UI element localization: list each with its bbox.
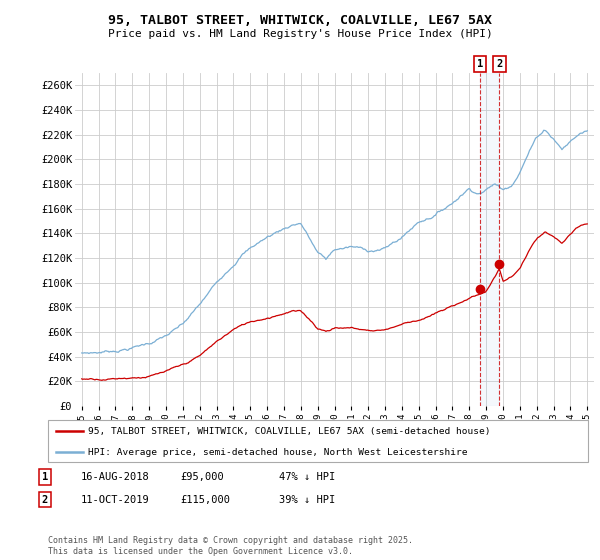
Bar [480,73,499,406]
Text: Price paid vs. HM Land Registry's House Price Index (HPI): Price paid vs. HM Land Registry's House … [107,29,493,39]
Text: £115,000: £115,000 [180,494,230,505]
Text: 16-AUG-2018: 16-AUG-2018 [81,472,150,482]
Text: HPI: Average price, semi-detached house, North West Leicestershire: HPI: Average price, semi-detached house,… [89,448,468,458]
FancyBboxPatch shape [48,420,588,462]
Text: 11-OCT-2019: 11-OCT-2019 [81,494,150,505]
Text: 2: 2 [496,59,502,69]
Text: 47% ↓ HPI: 47% ↓ HPI [279,472,335,482]
Text: 1: 1 [42,472,48,482]
Text: 95, TALBOT STREET, WHITWICK, COALVILLE, LE67 5AX (semi-detached house): 95, TALBOT STREET, WHITWICK, COALVILLE, … [89,427,491,436]
Text: £95,000: £95,000 [180,472,224,482]
Text: Contains HM Land Registry data © Crown copyright and database right 2025.
This d: Contains HM Land Registry data © Crown c… [48,536,413,556]
Text: 95, TALBOT STREET, WHITWICK, COALVILLE, LE67 5AX: 95, TALBOT STREET, WHITWICK, COALVILLE, … [108,14,492,27]
Text: 2: 2 [42,494,48,505]
Text: 1: 1 [476,59,483,69]
Text: 39% ↓ HPI: 39% ↓ HPI [279,494,335,505]
